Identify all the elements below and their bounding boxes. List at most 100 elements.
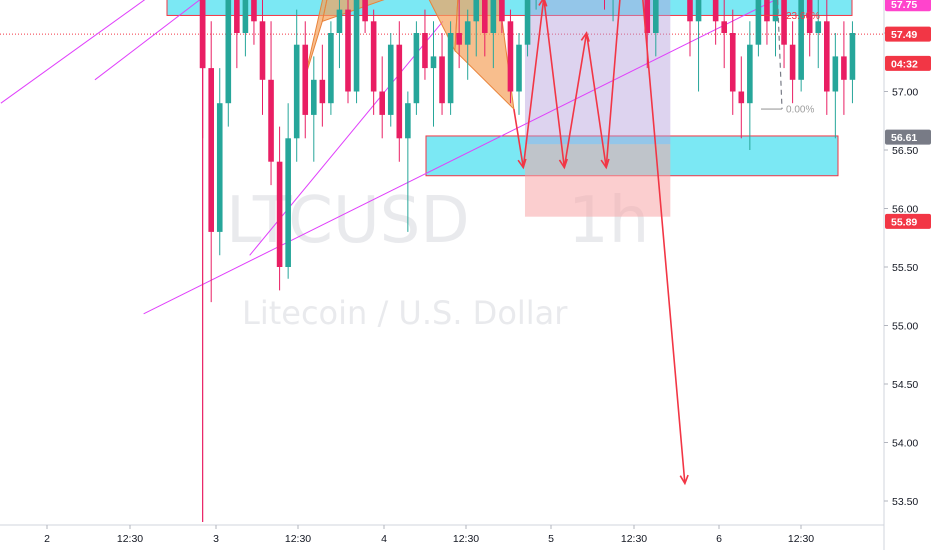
candle bbox=[849, 21, 856, 104]
price-badge: 04:32 bbox=[885, 55, 931, 71]
fib-level-label: 0.00% bbox=[786, 105, 814, 116]
candle bbox=[430, 21, 437, 127]
watermark: LTCUSD 1h Litecoin / U.S. Dollar bbox=[226, 184, 649, 332]
candle-body bbox=[832, 56, 839, 92]
candle-body bbox=[293, 44, 300, 139]
x-tick-label: 6 bbox=[716, 533, 722, 545]
candle-body bbox=[225, 0, 232, 104]
candle bbox=[653, 0, 659, 57]
x-axis-background bbox=[0, 525, 884, 550]
candle bbox=[336, 0, 343, 69]
candle bbox=[319, 44, 326, 127]
candle bbox=[216, 68, 223, 256]
candle-spike-body bbox=[199, 0, 206, 69]
candle-body bbox=[447, 33, 454, 104]
candle-body bbox=[789, 44, 796, 80]
candle-body bbox=[259, 21, 266, 80]
price-badge-bg bbox=[885, 0, 931, 12]
candle-body bbox=[285, 138, 291, 267]
candle bbox=[302, 21, 309, 139]
price-badge-text: 04:32 bbox=[891, 58, 918, 70]
candle bbox=[268, 21, 274, 186]
candle-body bbox=[405, 103, 411, 139]
upper-channel-line-2 bbox=[94, 0, 201, 81]
candle-body bbox=[311, 79, 317, 115]
candle bbox=[473, 0, 480, 57]
x-tick-label: 3 bbox=[213, 533, 219, 545]
candle bbox=[345, 0, 351, 104]
candle-body bbox=[251, 0, 257, 22]
candle-body bbox=[396, 44, 403, 139]
candle-body bbox=[729, 33, 736, 92]
price-badge: 55.89 bbox=[885, 213, 931, 229]
candle-body bbox=[208, 68, 214, 232]
x-tick-label: 5 bbox=[548, 533, 554, 545]
candle bbox=[379, 56, 385, 139]
candle-body bbox=[695, 0, 702, 22]
candle bbox=[612, 0, 614, 22]
candle bbox=[738, 56, 745, 139]
candle-body bbox=[755, 0, 762, 45]
y-tick-label: 56.50 bbox=[892, 145, 918, 157]
candle-body bbox=[336, 9, 343, 34]
candle-body bbox=[439, 56, 445, 104]
y-tick-label: 55.00 bbox=[892, 321, 918, 333]
projection-arrowhead bbox=[679, 474, 689, 486]
candle-body bbox=[456, 33, 462, 45]
x-tick-label: 12:30 bbox=[285, 533, 311, 545]
candle bbox=[721, 0, 727, 69]
projection-arrowhead bbox=[517, 158, 527, 170]
y-axis-background bbox=[884, 0, 932, 550]
candle bbox=[456, 0, 462, 69]
candle-body bbox=[345, 9, 351, 92]
candle-body bbox=[824, 21, 830, 92]
y-axis[interactable]: 53.50 54.00 54.50 55.00 55.50 56.00 56.50 57.00… bbox=[883, 0, 932, 550]
candle bbox=[712, 0, 719, 45]
candle bbox=[362, 0, 368, 33]
candle bbox=[439, 33, 445, 115]
fibonacci-layer: 141.40%100.00%88.60%78.60%61.80%50.00%38… bbox=[761, 0, 820, 116]
candle bbox=[225, 0, 232, 127]
candle-body bbox=[234, 0, 240, 33]
candle bbox=[293, 9, 300, 162]
x-axis[interactable]: 2 12:30 3 12:30 4 12:30 5 12:30 6 12:30 bbox=[0, 524, 884, 550]
price-badge-bg bbox=[885, 129, 931, 145]
candle bbox=[806, 0, 813, 57]
price-badge: 57.49 bbox=[885, 26, 931, 42]
candle bbox=[516, 33, 522, 115]
candle-body bbox=[806, 0, 813, 33]
x-tick-label: 12:30 bbox=[453, 533, 479, 545]
candle-body bbox=[747, 44, 753, 104]
y-tick-label: 56.00 bbox=[892, 204, 918, 216]
price-badge-bg bbox=[885, 55, 931, 71]
y-tick-label: 54.50 bbox=[892, 379, 918, 391]
candle bbox=[208, 21, 214, 303]
candle-body bbox=[430, 56, 437, 69]
candle-body bbox=[712, 0, 719, 22]
candle bbox=[824, 0, 830, 115]
candle bbox=[764, 0, 770, 45]
candle bbox=[781, 0, 787, 69]
fib-level: 23.60% bbox=[761, 11, 820, 22]
fib-level-label: 23.60% bbox=[786, 11, 820, 22]
candle-body bbox=[499, 0, 505, 22]
candle bbox=[370, 9, 377, 115]
fib-level: 0.00% bbox=[761, 105, 814, 116]
candle bbox=[695, 0, 702, 92]
watermark-description: Litecoin / U.S. Dollar bbox=[242, 294, 568, 332]
candle bbox=[353, 0, 360, 104]
candle-body bbox=[815, 21, 822, 33]
candle bbox=[729, 9, 736, 115]
candle bbox=[815, 0, 822, 69]
candle-body bbox=[387, 44, 394, 115]
candle-body bbox=[362, 0, 368, 22]
candle bbox=[524, 0, 531, 57]
candle bbox=[499, 0, 505, 33]
price-badge-bg bbox=[885, 213, 931, 229]
candle bbox=[328, 21, 334, 115]
candle-body bbox=[738, 91, 745, 104]
candle-body bbox=[379, 91, 385, 115]
candle bbox=[687, 0, 693, 57]
